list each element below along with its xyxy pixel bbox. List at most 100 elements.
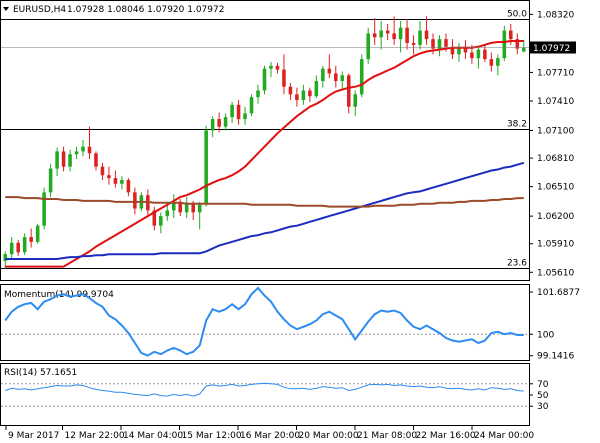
candle-body (152, 210, 157, 226)
candle-body (321, 68, 325, 81)
time-tick-label: 15 Mar 12:00 (182, 431, 242, 441)
candle-body (509, 30, 513, 40)
candle-body (366, 33, 370, 60)
candle-body (236, 104, 241, 120)
candle-body (515, 39, 520, 49)
time-tick-label: 20 Mar 00:00 (299, 431, 359, 441)
rsi-tick-label: 30 (537, 402, 549, 412)
candle-body (301, 90, 306, 101)
candle-body (22, 237, 27, 253)
candle-body (223, 117, 228, 127)
candle-body (120, 179, 124, 184)
candle-body (230, 104, 234, 118)
candle-body (405, 27, 409, 43)
momentum-axis: 101.6877 100 99.1416 (529, 288, 580, 362)
moving-averages (5, 40, 525, 268)
candle-body (262, 68, 267, 91)
time-tick-label: 22 Mar 16:00 (416, 431, 476, 441)
rsi-tick-label: 50 (537, 391, 549, 401)
candle-body (483, 49, 487, 60)
candle-body (113, 178, 118, 184)
candle-body (476, 49, 481, 59)
candle-body (16, 242, 20, 253)
candle-body (3, 254, 8, 261)
ohlc-label: 1.07928 1.08046 1.07920 1.07972 (67, 5, 224, 15)
candle-body (288, 86, 293, 95)
price-tick-label: 1.05910 (537, 240, 574, 250)
candle-body (68, 154, 72, 167)
momentum-indicator (1, 286, 529, 357)
symbol-label: EURUSD,H4 (13, 5, 66, 15)
candle-body (327, 68, 332, 74)
price-tick-label: 1.06200 (537, 212, 574, 222)
candle-body (256, 90, 260, 98)
candle-body (340, 75, 345, 81)
price-tick-label: 1.07710 (537, 68, 574, 78)
rsi-indicator (1, 382, 529, 407)
momentum-line (4, 286, 524, 357)
candle-body (197, 204, 202, 213)
time-tick-label: 12 Mar 22:00 (65, 431, 125, 441)
candle-body (424, 30, 429, 40)
momentum-tick-label: 101.6877 (537, 288, 580, 298)
candle-body (282, 69, 286, 87)
candle-body (81, 146, 85, 152)
candle-body (437, 39, 442, 49)
candle-body (94, 153, 98, 167)
momentum-tick-label: 100 (537, 330, 554, 340)
candle-body (126, 179, 131, 193)
candle-body (171, 201, 176, 211)
candle-body (470, 52, 474, 59)
candle-body (496, 58, 500, 66)
candle-body (165, 210, 170, 217)
candle-body (489, 59, 494, 66)
candle-body (314, 80, 319, 97)
candle-body (107, 175, 111, 179)
ma-slow-line (5, 196, 524, 208)
candle-body (275, 65, 280, 70)
candle-body (9, 242, 14, 255)
time-tick-label: 16 Mar 20:00 (240, 431, 300, 441)
candle-body (178, 201, 183, 213)
candle-body (372, 33, 377, 38)
fib-level-label: 38.2 (507, 120, 527, 130)
candle-body (74, 151, 79, 155)
candle-body (521, 47, 526, 52)
candle-body (392, 33, 396, 40)
candle-body (502, 30, 507, 59)
candle-body (450, 46, 455, 55)
candle-body (295, 94, 299, 101)
current-price-tag: 1.07972 (1, 41, 576, 54)
candle-body (55, 151, 59, 169)
candle-body (29, 237, 33, 242)
time-tick-label: 14 Mar 04:00 (123, 431, 183, 441)
candle-body (457, 46, 461, 55)
price-tick-label: 1.05610 (537, 268, 574, 278)
candle-body (418, 30, 422, 45)
candle-body (217, 119, 221, 127)
candle-body (42, 192, 46, 226)
ma-mid-line (5, 161, 525, 260)
fib-level-label: 50.0 (507, 10, 527, 20)
current-price-label: 1.07972 (533, 44, 570, 54)
chart-header: EURUSD,H4 1.07928 1.08046 1.07920 1.0797… (3, 5, 224, 15)
dropdown-arrow-icon[interactable] (3, 7, 9, 11)
candle-body (100, 166, 105, 176)
price-tick-label: 1.08320 (537, 10, 574, 20)
candle-body (353, 94, 358, 107)
candle-body (463, 46, 468, 53)
candle-body (210, 119, 215, 131)
price-tick-label: 1.07410 (537, 97, 574, 107)
candle-body (359, 59, 364, 95)
candle-body (269, 65, 273, 69)
candle-body (308, 90, 312, 97)
candle-body (87, 146, 92, 154)
time-tick-label: 24 Mar 00:00 (474, 431, 534, 441)
candle-body (184, 202, 189, 213)
candle-body (346, 75, 351, 107)
candle-body (191, 202, 195, 213)
candle-body (243, 113, 247, 120)
